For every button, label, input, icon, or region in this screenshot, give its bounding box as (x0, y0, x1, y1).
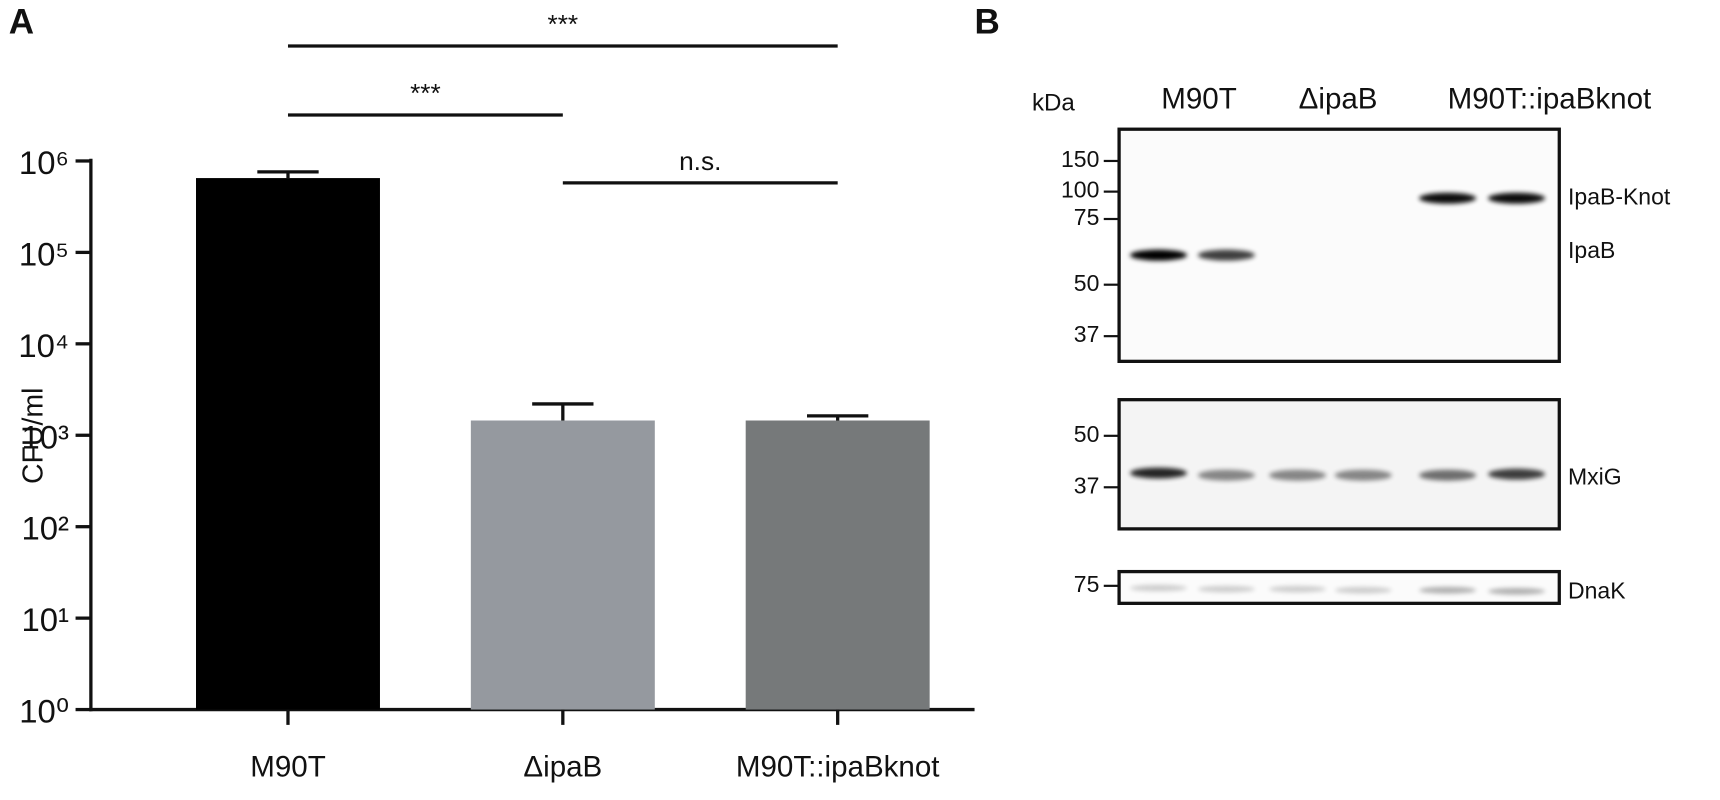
band-label: IpaB-Knot (1568, 183, 1671, 209)
error-bar (257, 170, 319, 179)
y-tick-label: 10² (22, 510, 70, 547)
blot-band (1269, 469, 1327, 481)
y-tick-label: 10³ (22, 418, 70, 455)
bar (196, 178, 380, 710)
band-label: MxiG (1568, 464, 1622, 490)
blot-band (1130, 467, 1187, 479)
blot-panel (1117, 127, 1561, 363)
significance-label: *** (410, 78, 441, 108)
blot-panel (1117, 398, 1561, 531)
blot-band (1419, 192, 1477, 204)
blot-band (1130, 584, 1187, 592)
x-tick-label: ΔipaB (523, 751, 602, 784)
band-label: DnaK (1568, 577, 1626, 603)
band-label: IpaB (1568, 237, 1615, 263)
lane-label: ΔipaB (1299, 83, 1378, 116)
blot-band (1488, 468, 1546, 480)
blot-band (1488, 588, 1546, 595)
blot-band (1130, 249, 1187, 261)
x-tick-label: M90T (250, 751, 326, 784)
marker-label: 150 (1061, 146, 1099, 172)
lane-label: M90T (1161, 83, 1237, 116)
y-tick-label: 10⁵ (19, 235, 69, 272)
blot-band (1419, 469, 1477, 481)
y-tick-label: 10⁴ (18, 327, 69, 364)
marker-label: 37 (1074, 472, 1100, 498)
blot-band (1197, 249, 1255, 261)
bar (470, 420, 655, 710)
y-tick-label: 10¹ (22, 601, 70, 638)
blot-band (1197, 469, 1255, 481)
panel-label: B (975, 2, 1000, 41)
figure-body: A B CFU/ml kDa 10⁰ 10¹ 10² 10³ 10⁴ 10⁵ 10⁶ M90T… (9, 2, 1671, 783)
marker-label: 50 (1074, 421, 1100, 447)
error-bar (807, 414, 869, 421)
error-bar (532, 402, 594, 421)
y-tick-label: 10⁶ (19, 144, 69, 181)
blot-band (1197, 585, 1255, 593)
marker-label: 75 (1074, 571, 1100, 597)
bar (745, 420, 930, 710)
marker-label: 37 (1074, 321, 1100, 347)
x-tick-label: M90T::ipaBknot (736, 751, 940, 784)
lane-label: M90T::ipaBknot (1448, 83, 1652, 116)
panel-label: A (9, 2, 34, 41)
blot-band (1334, 586, 1392, 594)
significance-label: *** (547, 9, 578, 39)
y-tick-label: 10⁰ (19, 693, 69, 730)
kda-label: kDa (1032, 89, 1075, 116)
blot-band (1488, 192, 1546, 204)
marker-label: 100 (1061, 177, 1099, 203)
y-axis-label: CFU/ml (18, 388, 50, 484)
blot-panel (1117, 569, 1561, 605)
significance-label: n.s. (679, 146, 721, 176)
marker-label: 75 (1074, 204, 1100, 230)
blot-band (1269, 585, 1327, 593)
marker-label: 50 (1074, 270, 1100, 296)
blot-band (1419, 586, 1477, 594)
blot-band (1334, 469, 1392, 481)
